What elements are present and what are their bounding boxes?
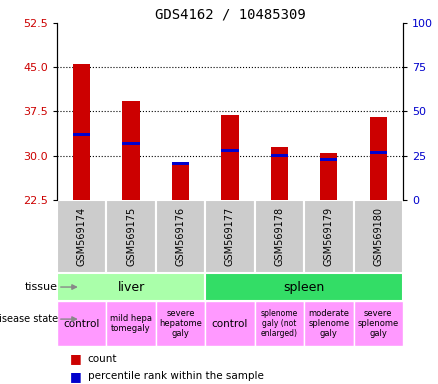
Bar [57,273,205,301]
Text: GSM569174: GSM569174 [77,207,87,266]
Bar [156,301,205,346]
Text: severe
hepatome
galy: severe hepatome galy [159,309,202,338]
Text: GSM569177: GSM569177 [225,207,235,266]
Text: liver: liver [117,281,145,293]
Text: GSM569175: GSM569175 [126,207,136,266]
Bar [57,301,106,346]
Bar [106,200,156,273]
Text: mild hepa
tomegaly: mild hepa tomegaly [110,314,152,333]
Bar [205,273,403,301]
Bar [57,200,106,273]
Bar [320,157,337,161]
Bar [353,301,403,346]
Text: ■: ■ [70,370,82,383]
Bar [271,147,288,200]
Bar [73,133,90,136]
Bar [221,149,239,152]
Text: percentile rank within the sample: percentile rank within the sample [88,371,264,381]
Bar [304,301,353,346]
Text: severe
splenome
galy: severe splenome galy [357,309,399,338]
Bar [156,200,205,273]
Text: control: control [64,318,100,329]
Bar [106,301,156,346]
Bar [123,142,140,145]
Bar [172,162,189,200]
Bar [123,101,140,200]
Text: GSM569180: GSM569180 [373,207,383,266]
Text: GSM569176: GSM569176 [176,207,186,266]
Bar [370,117,387,200]
Text: moderate
splenome
galy: moderate splenome galy [308,309,350,338]
Title: GDS4162 / 10485309: GDS4162 / 10485309 [155,8,305,22]
Bar [254,301,304,346]
Bar [370,151,387,154]
Text: spleen: spleen [283,281,325,293]
Text: count: count [88,354,117,364]
Bar [205,301,254,346]
Bar [320,152,337,200]
Text: splenome
galy (not
enlarged): splenome galy (not enlarged) [261,309,298,338]
Text: tissue: tissue [25,282,58,292]
Bar [205,200,254,273]
Text: ■: ■ [70,353,82,366]
Text: disease state: disease state [0,314,58,324]
Bar [254,200,304,273]
Text: control: control [212,318,248,329]
Bar [221,116,239,200]
Bar [353,200,403,273]
Bar [271,154,288,157]
Text: GSM569179: GSM569179 [324,207,334,266]
Bar [172,162,189,165]
Bar [73,64,90,200]
Text: GSM569178: GSM569178 [274,207,284,266]
Bar [304,200,353,273]
